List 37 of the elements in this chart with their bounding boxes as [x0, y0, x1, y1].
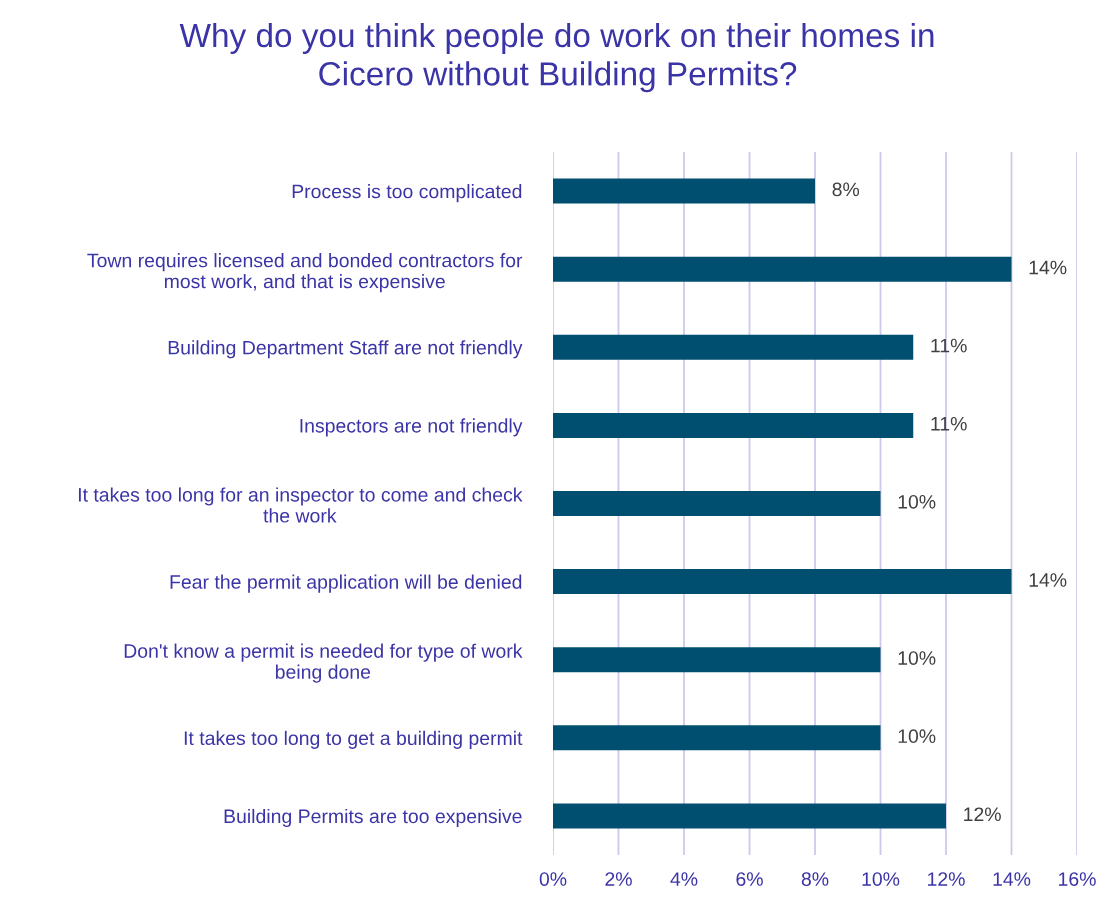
data-label: 11% — [931, 416, 967, 431]
data-label: 11% — [931, 338, 967, 353]
y-tick-label: Inspectors are not friendly — [300, 418, 523, 437]
x-tick-label: 10% — [862, 872, 900, 886]
data-label: 12% — [964, 807, 1001, 822]
y-tick-label: Process is too complicated — [292, 184, 522, 203]
x-tick-label: 4% — [670, 872, 698, 886]
data-label: 10% — [898, 729, 936, 744]
bar — [553, 178, 815, 204]
bar — [553, 334, 914, 360]
bar — [553, 647, 881, 673]
bar — [553, 803, 946, 829]
y-tick-label: Building Permits are too expensive — [224, 808, 522, 828]
data-label: 8% — [832, 182, 860, 197]
x-tick-label: 2% — [605, 872, 632, 886]
x-tick-label: 16% — [1059, 872, 1096, 886]
y-tick-label: Building Department Staff are not friendly — [168, 340, 523, 359]
bar — [553, 491, 881, 516]
x-tick-label: 8% — [801, 872, 829, 886]
data-label: 14% — [1029, 260, 1067, 275]
x-tick-label: 14% — [993, 872, 1031, 886]
y-tick-label: Don't know a permit is needed for type of work being done — [124, 643, 523, 683]
y-tick-label: Town requires licensed and bonded contractors for most work, and that is expensive — [87, 253, 523, 293]
chart-title: Why do you think people do work on their homes in Cicero without Building Permits? — [179, 22, 934, 93]
x-tick-label: 6% — [736, 872, 763, 886]
x-tick-label: 0% — [539, 872, 567, 886]
y-tick-label: It takes too long to get a building permit — [184, 730, 523, 749]
x-tick-label: 12% — [928, 872, 965, 886]
y-tick-label: Fear the permit application will be denied — [170, 574, 522, 593]
data-label: 10% — [898, 651, 936, 665]
y-tick-label: It takes too long for an inspector to come and check the work — [78, 487, 523, 523]
bar — [553, 256, 1012, 282]
data-label: 14% — [1029, 573, 1067, 587]
bar — [553, 412, 914, 438]
bar — [553, 725, 881, 751]
bar — [553, 569, 1012, 595]
data-label: 10% — [898, 494, 936, 509]
